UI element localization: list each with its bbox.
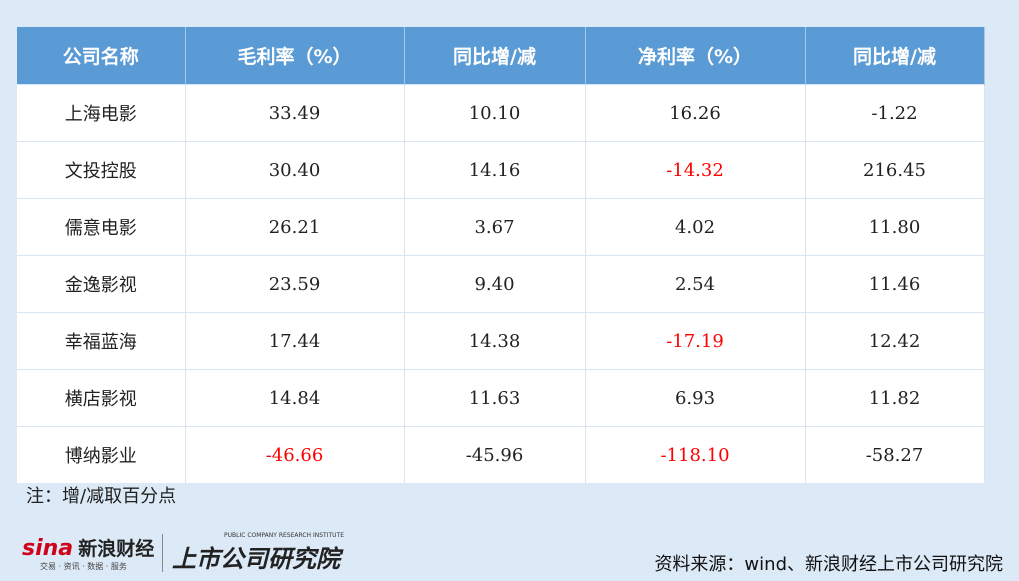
value-cell: -58.27 bbox=[805, 426, 985, 483]
source: 资料来源：wind、新浪财经上市公司研究院 bbox=[654, 554, 1003, 575]
value-cell: -14.32 bbox=[585, 141, 806, 199]
table-row: 幸福蓝海 17.44 14.38 -17.19 12.42 bbox=[17, 312, 985, 370]
value-cell: 11.63 bbox=[404, 369, 586, 427]
value-cell: -46.66 bbox=[185, 426, 405, 483]
value-cell: 11.82 bbox=[805, 369, 985, 427]
value-cell: 16.26 bbox=[585, 84, 806, 142]
table-row: 文投控股 30.40 14.16 -14.32 216.45 bbox=[17, 141, 985, 199]
company-cell: 上海电影 bbox=[17, 84, 186, 142]
company-cell: 幸福蓝海 bbox=[17, 312, 186, 370]
value-cell: 33.49 bbox=[185, 84, 405, 142]
value-cell: 6.93 bbox=[585, 369, 806, 427]
company-cell: 横店影视 bbox=[17, 369, 186, 427]
header-cell: 毛利率（%） bbox=[185, 27, 405, 85]
data-table: 公司名称 毛利率（%） 同比增/减 净利率（%） 同比增/减 上海电影 33.49 10.1… bbox=[17, 27, 985, 483]
value-cell: 23.59 bbox=[185, 255, 405, 313]
value-cell: -17.19 bbox=[585, 312, 806, 370]
value-cell: 11.80 bbox=[805, 198, 985, 256]
header-cell: 净利率（%） bbox=[585, 27, 806, 85]
value-cell: 10.10 bbox=[404, 84, 586, 142]
value-cell: 17.44 bbox=[185, 312, 405, 370]
header-cell: 同比增/减 bbox=[805, 27, 985, 85]
header-cell: 同比增/减 bbox=[404, 27, 586, 85]
note: 注：增/减取百分点 bbox=[26, 486, 177, 507]
value-cell: 216.45 bbox=[805, 141, 985, 199]
value-cell: 4.02 bbox=[585, 198, 806, 256]
value-cell: 3.67 bbox=[404, 198, 586, 256]
sina-tagline: 交易 · 资讯 · 数据 · 服务 bbox=[40, 562, 127, 571]
value-cell: 14.84 bbox=[185, 369, 405, 427]
company-cell: 博纳影业 bbox=[17, 426, 186, 483]
company-cell: 儒意电影 bbox=[17, 198, 186, 256]
table-body: 上海电影 33.49 10.10 16.26 -1.22 文投控股 30.40 14.16 -1… bbox=[17, 84, 985, 483]
value-cell: 14.16 bbox=[404, 141, 586, 199]
value-cell: 11.46 bbox=[805, 255, 985, 313]
value-cell: 14.38 bbox=[404, 312, 586, 370]
table-row: 金逸影视 23.59 9.40 2.54 11.46 bbox=[17, 255, 985, 313]
table-row: 上海电影 33.49 10.10 16.26 -1.22 bbox=[17, 84, 985, 142]
institute-logo: PUBLIC COMPANY RESEARCH INSTITUTE 上市公司研究… bbox=[172, 532, 344, 574]
value-cell: -118.10 bbox=[585, 426, 806, 483]
institute-en: PUBLIC COMPANY RESEARCH INSTITUTE bbox=[224, 532, 344, 539]
header-cell: 公司名称 bbox=[17, 27, 186, 85]
value-cell: 9.40 bbox=[404, 255, 586, 313]
company-cell: 文投控股 bbox=[17, 141, 186, 199]
table-row: 横店影视 14.84 11.63 6.93 11.82 bbox=[17, 369, 985, 427]
value-cell: -45.96 bbox=[404, 426, 586, 483]
header-row: 公司名称 毛利率（%） 同比增/减 净利率（%） 同比增/减 bbox=[17, 27, 985, 85]
value-cell: 12.42 bbox=[805, 312, 985, 370]
table-row: 博纳影业 -46.66 -45.96 -118.10 -58.27 bbox=[17, 426, 985, 483]
sina-logo: sina 新浪财经 交易 · 资讯 · 数据 · 服务 bbox=[22, 534, 154, 572]
sina-word: sina bbox=[22, 536, 74, 561]
value-cell: 2.54 bbox=[585, 255, 806, 313]
value-cell: 30.40 bbox=[185, 141, 405, 199]
company-cell: 金逸影视 bbox=[17, 255, 186, 313]
institute-cn: 上市公司研究院 bbox=[172, 545, 340, 573]
value-cell: 26.21 bbox=[185, 198, 405, 256]
value-cell: -1.22 bbox=[805, 84, 985, 142]
sina-cn: 新浪财经 bbox=[78, 538, 155, 560]
table-row: 儒意电影 26.21 3.67 4.02 11.80 bbox=[17, 198, 985, 256]
divider bbox=[162, 534, 163, 572]
